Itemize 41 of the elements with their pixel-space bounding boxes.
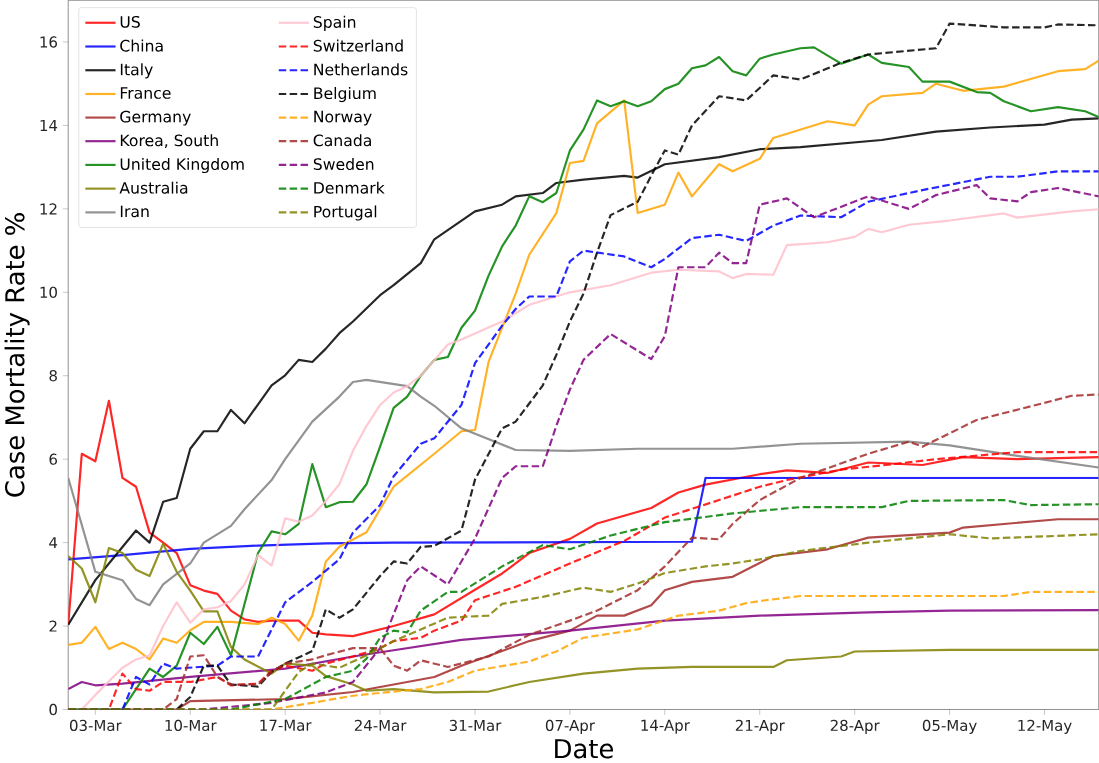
legend-label: Germany: [120, 110, 191, 126]
x-tick-label: 24-Mar: [354, 719, 407, 732]
legend-label: China: [120, 39, 163, 52]
y-tick-label: 6: [49, 453, 58, 465]
legend-label: Australia: [119, 181, 188, 194]
line-series: [68, 378, 1099, 607]
legend-label: Sweden: [313, 157, 374, 171]
legend-label: Italy: [120, 63, 153, 79]
legend-label: Portugal: [314, 205, 377, 221]
y-axis-title: Case Mortality Rate %: [4, 213, 30, 497]
x-axis-title: Date: [555, 739, 614, 759]
y-tick-label: 16: [40, 36, 58, 48]
y-tick-label: 14: [40, 119, 58, 131]
y-tick-label: 0: [49, 703, 57, 716]
legend-label: Iran: [120, 205, 149, 218]
legend-label: United Kingdom: [120, 157, 244, 174]
legend-label: Canada: [313, 134, 371, 147]
legend-label: Netherlands: [314, 63, 408, 76]
x-tick-label: 05-May: [922, 719, 977, 734]
x-tick-label: 21-Apr: [735, 719, 785, 734]
x-tick-label: 07-Apr: [545, 719, 595, 734]
x-tick-label: 17-Mar: [260, 719, 312, 731]
y-tick-label: 12: [40, 203, 57, 215]
x-tick-label: 03-Mar: [69, 719, 122, 732]
legend-label: Spain: [313, 15, 356, 31]
legend-label: US: [120, 15, 140, 28]
legend-label: France: [120, 87, 171, 99]
legend-label: Denmark: [314, 181, 385, 194]
legend-label: Belgium: [314, 87, 376, 103]
x-tick-label: 10-Mar: [165, 719, 217, 732]
legend-label: Switzerland: [313, 39, 403, 52]
x-tick-label: 12-May: [1018, 719, 1072, 734]
x-tick-label: 28-Apr: [830, 719, 880, 734]
y-tick-label: 10: [40, 286, 57, 298]
y-tick-label: 2: [49, 620, 57, 632]
legend-label: Korea, South: [120, 134, 218, 148]
legend-label: Norway: [314, 110, 372, 126]
x-tick-label: 31-Mar: [449, 719, 502, 732]
y-tick-label: 8: [49, 370, 57, 382]
y-tick-label: 4: [49, 537, 58, 549]
x-tick-label: 14-Apr: [641, 719, 690, 734]
